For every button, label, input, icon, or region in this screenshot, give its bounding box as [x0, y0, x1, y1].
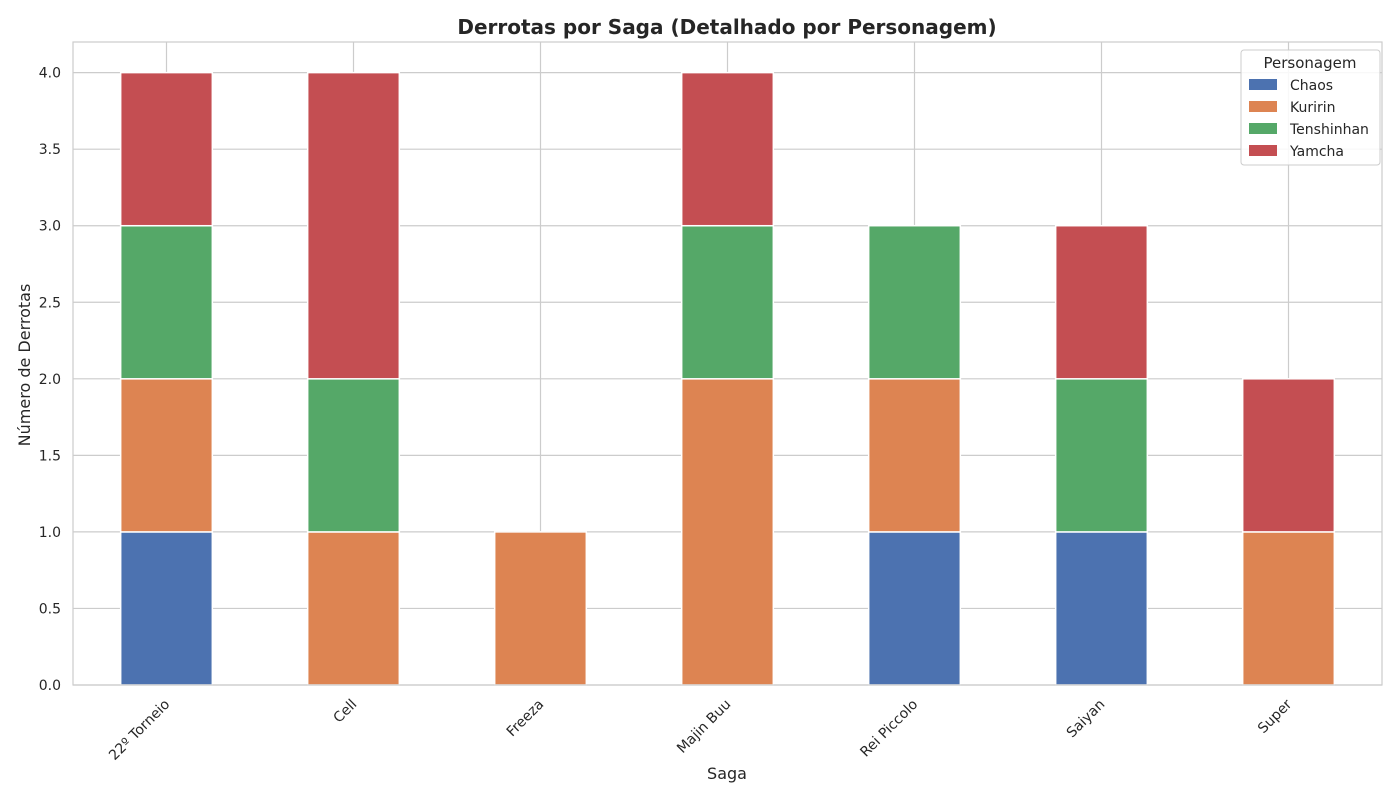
bar-segment — [680, 71, 775, 227]
bar-segment — [306, 71, 401, 380]
y-tick-label: 0.0 — [39, 678, 61, 694]
x-tick-label: Freeza — [504, 697, 548, 741]
bar-segment — [1241, 531, 1336, 686]
y-tick-labels: 0.0 0.5 1.0 1.5 2.0 2.5 3.0 3.5 4.0 — [39, 66, 61, 694]
legend-swatch — [1249, 79, 1277, 90]
y-tick-label: 1.0 — [39, 525, 61, 541]
bar-segment — [119, 378, 214, 533]
legend: Personagem Chaos Kuririn Tenshinhan Yamcha — [1240, 49, 1381, 166]
x-tick-label: Saiyan — [1064, 697, 1109, 742]
x-tick-label: Cell — [331, 697, 361, 727]
y-tick-label: 3.0 — [39, 219, 61, 235]
plot-frame — [72, 41, 1383, 686]
bar-segment — [1054, 224, 1149, 380]
legend-swatch — [1249, 145, 1277, 156]
y-tick-label: 2.5 — [39, 295, 61, 311]
bar-segment — [680, 224, 775, 380]
bar-segment — [1241, 378, 1336, 533]
y-tick-label: 1.5 — [39, 448, 61, 464]
legend-entry: Kuririn — [1290, 100, 1336, 116]
x-tick-label: Super — [1255, 696, 1295, 736]
legend-entry: Tenshinhan — [1289, 122, 1369, 138]
x-tick-labels: 22º Torneio Cell Freeza Majin Buu Rei Piccol… — [106, 696, 1295, 763]
legend-swatch — [1249, 101, 1277, 112]
y-tick-label: 3.5 — [39, 142, 61, 158]
x-tick-label: 22º Torneio — [106, 697, 173, 764]
y-tick-label: 4.0 — [39, 66, 61, 82]
bar-segment — [306, 378, 401, 533]
bar-segment — [119, 224, 214, 380]
legend-swatch — [1249, 123, 1277, 134]
bar-segment — [867, 531, 962, 686]
legend-box — [1240, 49, 1381, 166]
bar-segment — [680, 378, 775, 686]
x-tick-label: Rei Piccolo — [857, 697, 921, 761]
bar-segment — [1054, 531, 1149, 686]
y-tick-label: 2.0 — [39, 372, 61, 388]
legend-title: Personagem — [1264, 54, 1357, 72]
bar-segment — [119, 71, 214, 227]
y-axis-label: Número de Derrotas — [15, 284, 34, 447]
chart-title: Derrotas por Saga (Detalhado por Persona… — [457, 15, 996, 39]
legend-entry: Chaos — [1290, 78, 1333, 94]
bar-segment — [306, 531, 401, 686]
legend-entry: Yamcha — [1289, 144, 1344, 160]
bar-segment — [867, 224, 962, 380]
bar-segment — [1054, 378, 1149, 533]
bar-segment — [867, 378, 962, 533]
x-axis-label: Saga — [707, 764, 747, 783]
x-tick-label: Majin Buu — [674, 697, 734, 757]
bars — [119, 71, 1336, 686]
bar-segment — [119, 531, 214, 686]
bar-segment — [493, 531, 588, 686]
y-tick-label: 0.5 — [39, 601, 61, 617]
